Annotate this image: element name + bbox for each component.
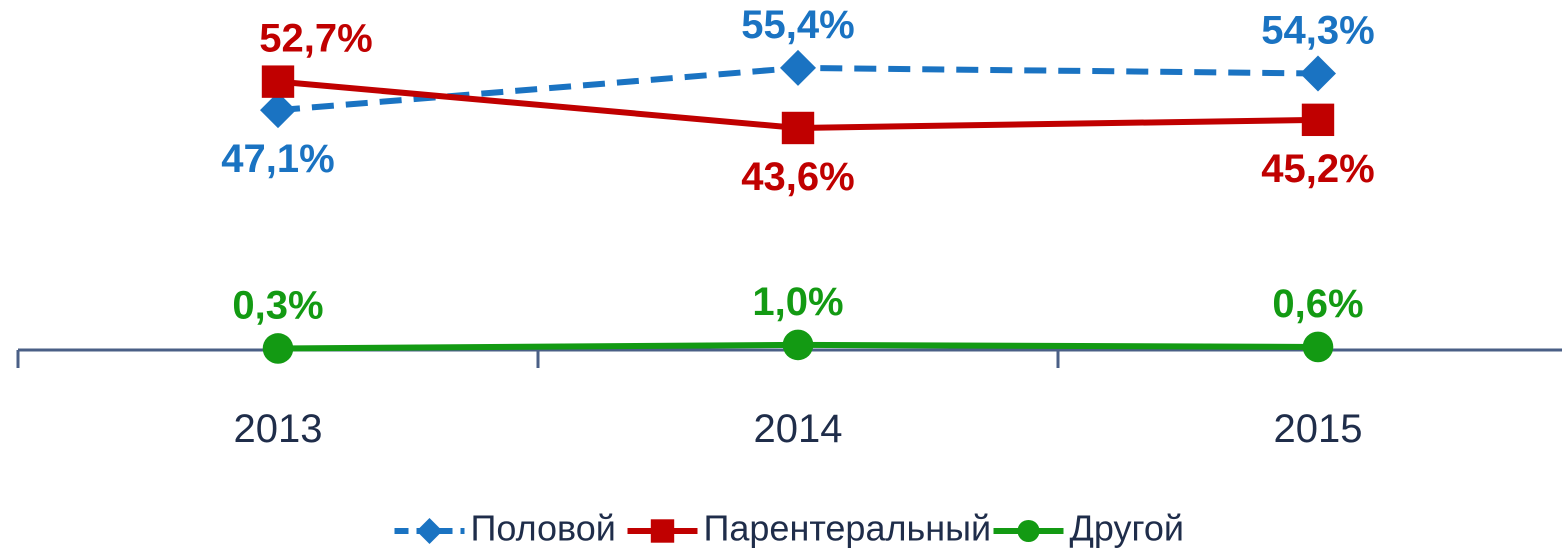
value-label: 52,7%: [259, 17, 372, 61]
value-label: 54,3%: [1261, 8, 1374, 52]
legend-item: Половой: [394, 508, 616, 549]
x-tick-label: 2015: [1274, 407, 1363, 451]
marker: [782, 329, 814, 361]
marker: [262, 333, 294, 364]
marker: [416, 518, 443, 544]
marker: [1301, 103, 1335, 137]
value-label: 45,2%: [1261, 147, 1374, 191]
marker: [260, 92, 296, 129]
legend-label: Другой: [1070, 508, 1184, 549]
legend-label: Парентеральный: [704, 508, 992, 549]
legend-item: Другой: [993, 508, 1184, 549]
marker: [1302, 331, 1334, 363]
legend-item: Парентеральный: [627, 508, 992, 549]
value-label: 55,4%: [741, 3, 854, 47]
value-label: 47,1%: [221, 137, 334, 181]
value-label: 0,3%: [232, 283, 323, 327]
marker: [780, 49, 816, 86]
value-label: 43,6%: [741, 155, 854, 199]
value-label: 0,6%: [1272, 282, 1363, 326]
marker: [261, 65, 295, 98]
legend-label: Половой: [471, 508, 616, 549]
marker: [1017, 519, 1040, 543]
value-label: 1,0%: [752, 280, 843, 324]
marker: [1300, 55, 1336, 92]
marker: [650, 519, 675, 543]
x-tick-label: 2014: [754, 407, 843, 451]
marker: [781, 111, 815, 145]
x-tick-label: 2013: [234, 407, 323, 451]
